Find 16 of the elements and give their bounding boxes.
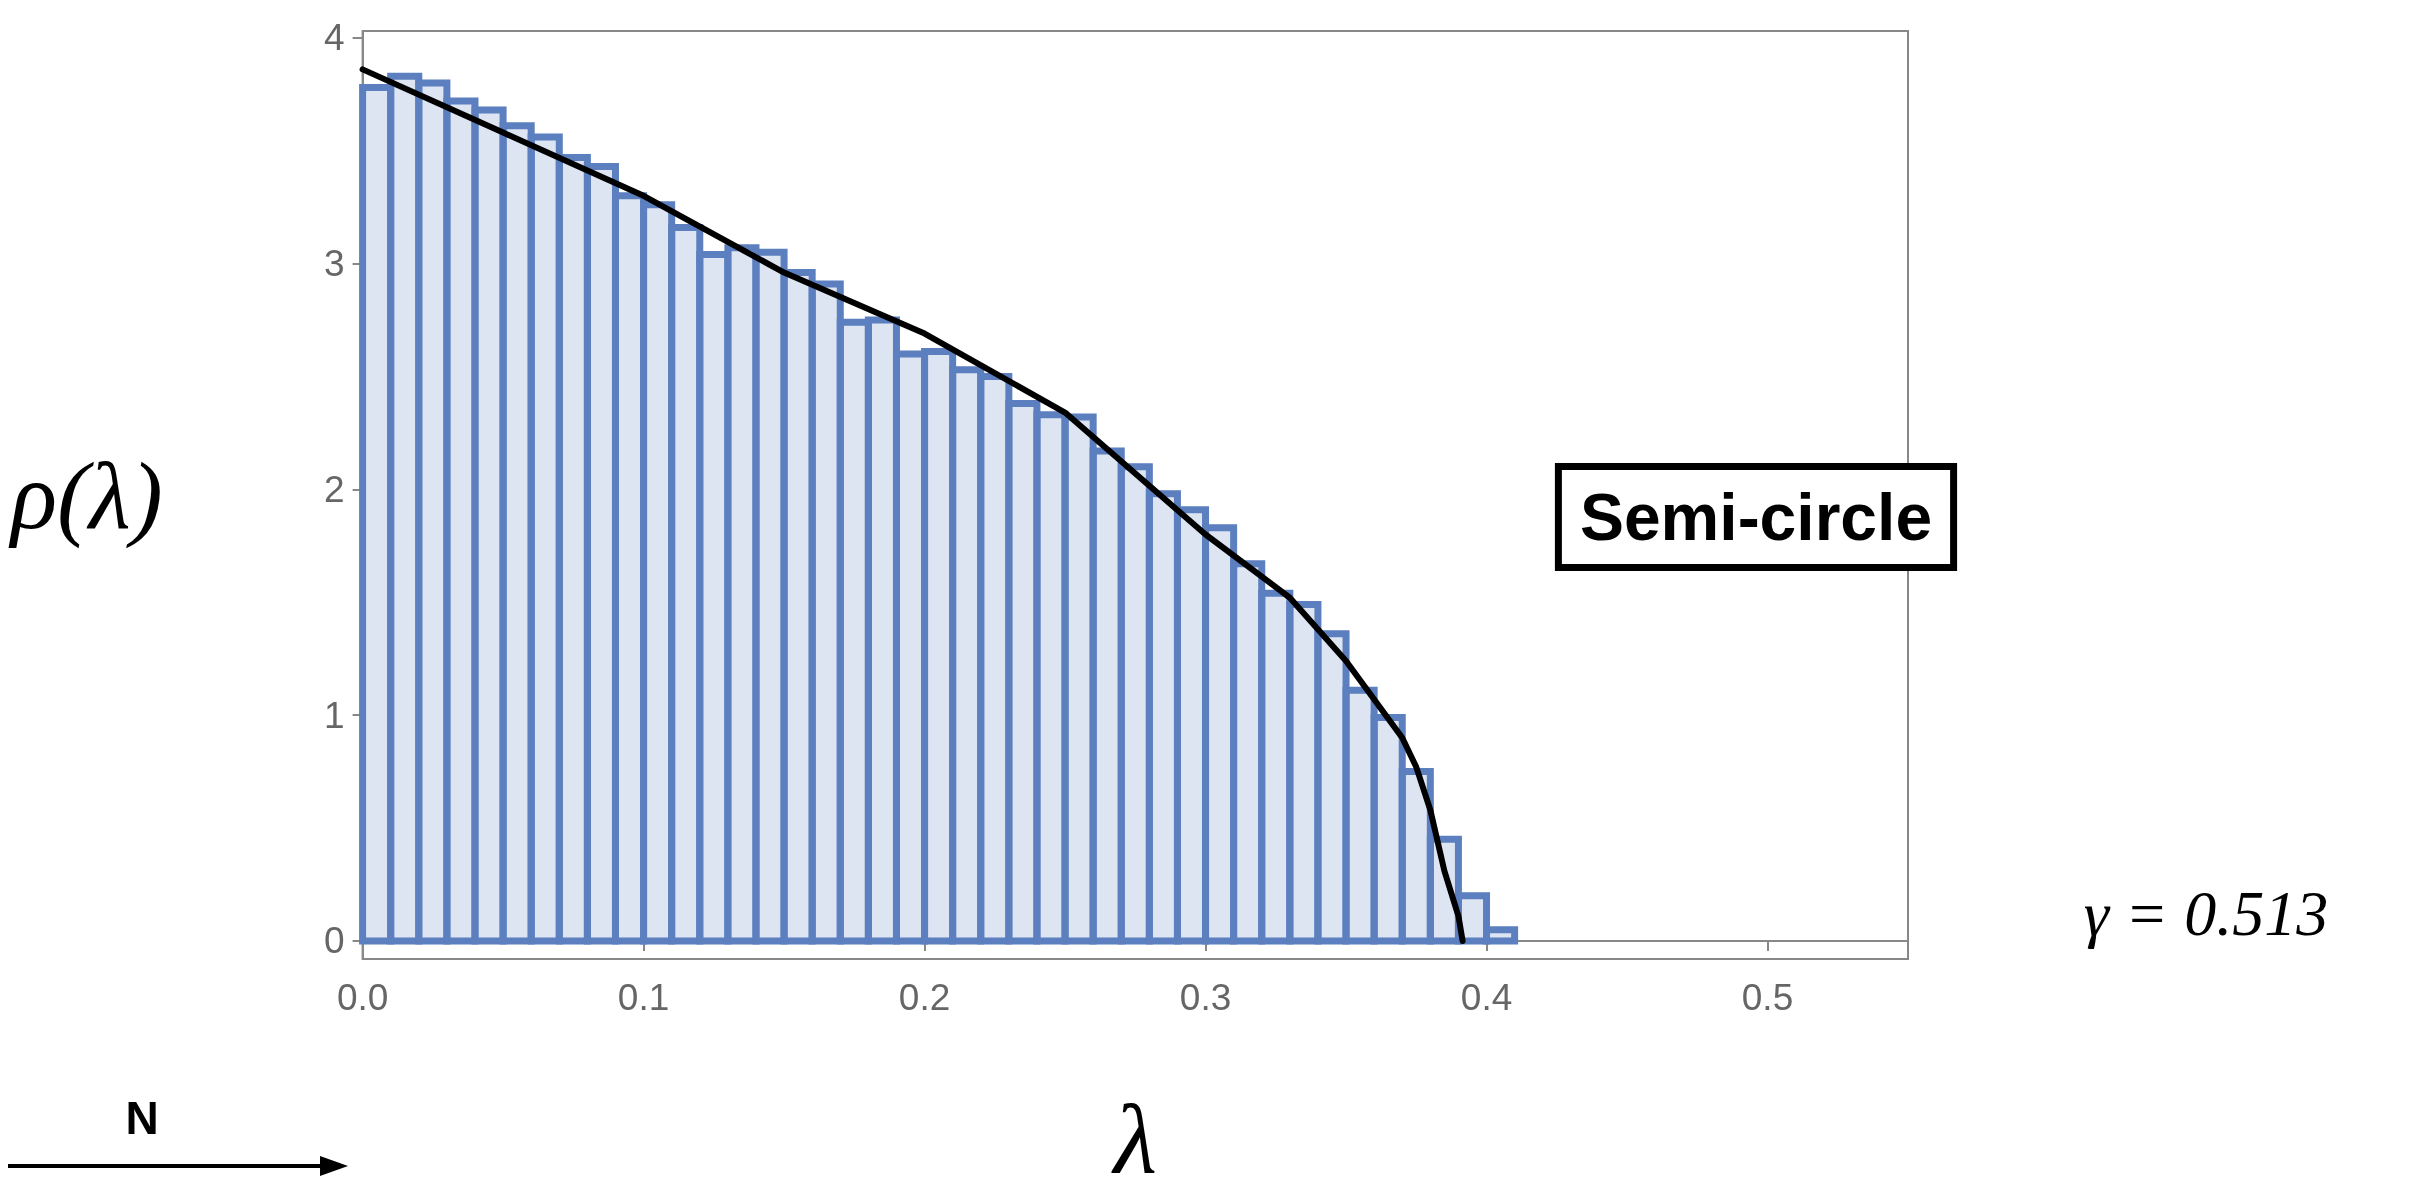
annotation: Semi-circle <box>1579 480 1933 554</box>
y-tick-label: 0 <box>324 920 345 962</box>
y-axis-title: ρ(λ) <box>8 441 163 549</box>
y-tick-label: 4 <box>324 17 345 59</box>
y-tick-label: 3 <box>324 243 345 285</box>
x-tick-label: 0.4 <box>1460 977 1513 1018</box>
y-tick-label: 2 <box>324 468 345 510</box>
x-tick-label: 0.0 <box>336 977 389 1018</box>
y-tick-label: 1 <box>324 694 345 736</box>
x-axis-title: λ <box>1110 1083 1157 1195</box>
x-tick-label: 0.1 <box>617 977 670 1018</box>
text: N <box>125 1092 159 1144</box>
text: γ = 0.513 <box>2083 877 2329 949</box>
x-tick-label: 0.3 <box>1179 977 1232 1018</box>
x-tick-label: 0.2 <box>898 977 951 1018</box>
x-tick-label: 0.5 <box>1741 977 1794 1018</box>
